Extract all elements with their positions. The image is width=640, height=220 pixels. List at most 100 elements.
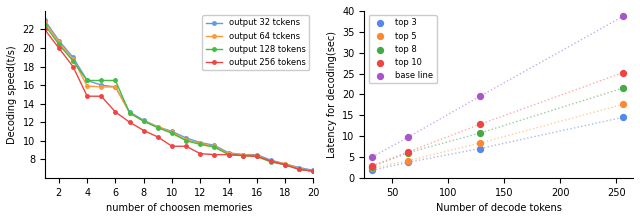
- top 5: [367, 166, 378, 170]
- output 32 tckens: [154, 125, 162, 128]
- output 128 tokens: [196, 143, 204, 146]
- Y-axis label: Latency for decoding(sec): Latency for decoding(sec): [326, 31, 337, 158]
- output 128 tokens: [211, 146, 218, 149]
- Line: output 128 tokens: output 128 tokens: [43, 23, 315, 173]
- output 64 tckens: [182, 138, 190, 141]
- output 256 tokens: [310, 170, 317, 173]
- output 64 tckens: [168, 131, 176, 134]
- top 10: [403, 150, 413, 154]
- output 32 tckens: [310, 169, 317, 172]
- output 32 tckens: [168, 130, 176, 133]
- output 64 tckens: [310, 170, 317, 173]
- output 32 tckens: [211, 144, 218, 147]
- Line: output 64 tckens: output 64 tckens: [43, 20, 315, 173]
- output 128 tokens: [83, 79, 91, 82]
- output 256 tokens: [55, 47, 63, 49]
- output 64 tckens: [253, 154, 260, 157]
- output 32 tckens: [111, 86, 119, 88]
- output 64 tckens: [111, 86, 119, 88]
- top 8: [367, 165, 378, 168]
- output 64 tckens: [83, 85, 91, 87]
- output 256 tokens: [97, 95, 105, 97]
- output 128 tokens: [225, 153, 232, 156]
- base line: [403, 136, 413, 139]
- Y-axis label: Decoding speed(t/s): Decoding speed(t/s): [7, 45, 17, 144]
- output 128 tokens: [296, 168, 303, 171]
- output 32 tckens: [140, 119, 148, 122]
- top 8: [618, 86, 628, 90]
- base line: [367, 155, 378, 159]
- output 32 tckens: [41, 19, 49, 22]
- output 64 tckens: [125, 112, 133, 114]
- output 128 tokens: [168, 132, 176, 135]
- output 256 tokens: [140, 129, 148, 132]
- output 128 tokens: [267, 161, 275, 163]
- top 3: [403, 161, 413, 164]
- X-axis label: Number of decode tokens: Number of decode tokens: [436, 203, 562, 213]
- output 128 tokens: [125, 112, 133, 114]
- output 32 tckens: [282, 163, 289, 165]
- output 32 tckens: [267, 159, 275, 161]
- output 64 tckens: [140, 120, 148, 123]
- output 32 tckens: [69, 56, 77, 59]
- top 3: [618, 116, 628, 119]
- output 128 tokens: [140, 120, 148, 123]
- output 32 tckens: [196, 141, 204, 144]
- output 32 tckens: [97, 84, 105, 86]
- output 64 tckens: [69, 58, 77, 60]
- output 32 tckens: [83, 79, 91, 82]
- output 256 tokens: [253, 155, 260, 158]
- base line: [618, 15, 628, 18]
- output 128 tokens: [55, 43, 63, 46]
- output 64 tckens: [225, 152, 232, 155]
- output 256 tokens: [41, 28, 49, 31]
- output 256 tokens: [282, 163, 289, 166]
- output 256 tokens: [69, 65, 77, 68]
- output 32 tckens: [55, 39, 63, 42]
- top 8: [403, 151, 413, 154]
- output 256 tokens: [168, 145, 176, 148]
- output 128 tokens: [97, 79, 105, 82]
- output 64 tckens: [282, 163, 289, 165]
- top 5: [403, 159, 413, 162]
- top 10: [618, 71, 628, 74]
- top 3: [367, 169, 378, 172]
- output 128 tokens: [154, 126, 162, 129]
- output 64 tckens: [41, 21, 49, 23]
- output 64 tckens: [239, 153, 246, 156]
- top 3: [474, 147, 484, 150]
- Line: output 256 tokens: output 256 tokens: [43, 28, 315, 173]
- X-axis label: number of choosen memories: number of choosen memories: [106, 203, 252, 213]
- output 64 tckens: [267, 160, 275, 162]
- output 256 tokens: [267, 160, 275, 162]
- output 256 tokens: [83, 95, 91, 97]
- output 64 tckens: [196, 142, 204, 145]
- output 128 tokens: [69, 60, 77, 62]
- output 128 tokens: [282, 163, 289, 166]
- Line: output 32 tckens: output 32 tckens: [43, 18, 315, 172]
- output 256 tokens: [196, 152, 204, 155]
- output 256 tokens: [296, 168, 303, 171]
- top 10: [367, 164, 378, 167]
- output 64 tckens: [55, 41, 63, 44]
- output 256 tokens: [125, 121, 133, 123]
- output 128 tokens: [253, 155, 260, 158]
- output 256 tokens: [154, 136, 162, 138]
- output 32 tckens: [253, 153, 260, 156]
- output 128 tokens: [41, 24, 49, 26]
- output 256 tokens: [239, 154, 246, 157]
- top 10: [474, 123, 484, 126]
- output 32 tckens: [125, 111, 133, 113]
- output 256 tokens: [225, 153, 232, 156]
- output 128 tokens: [239, 154, 246, 157]
- output 64 tckens: [211, 145, 218, 148]
- output 256 tokens: [111, 111, 119, 113]
- output 128 tokens: [111, 79, 119, 82]
- output 64 tckens: [296, 167, 303, 170]
- output 64 tckens: [97, 86, 105, 88]
- output 32 tckens: [182, 137, 190, 139]
- Legend: output 32 tckens, output 64 tckens, output 128 tokens, output 256 tokens: output 32 tckens, output 64 tckens, outp…: [202, 15, 309, 70]
- output 32 tckens: [239, 153, 246, 156]
- top 5: [618, 103, 628, 106]
- output 256 tokens: [182, 145, 190, 148]
